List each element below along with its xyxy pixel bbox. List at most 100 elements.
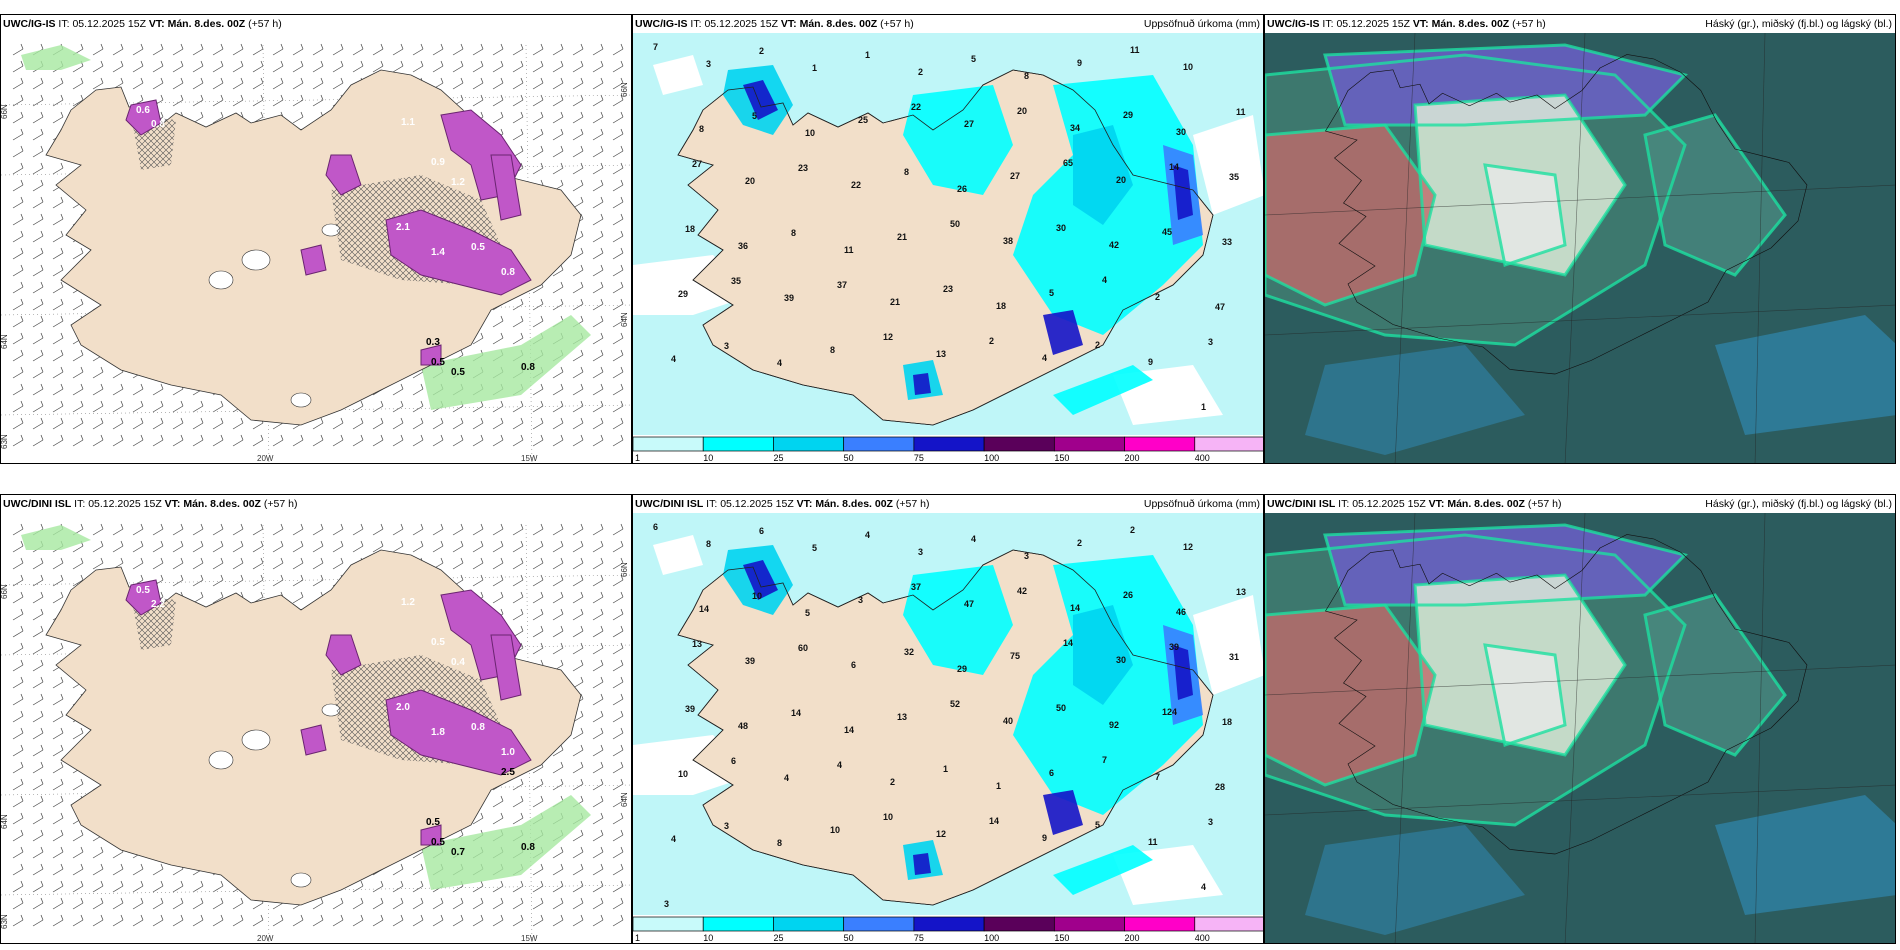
colorbar-swatch bbox=[1194, 436, 1263, 452]
precip-value: 4 bbox=[777, 358, 782, 368]
precip-value: 13 bbox=[692, 639, 702, 649]
snow-area bbox=[420, 824, 442, 846]
precip-area bbox=[1053, 365, 1153, 415]
precip-value: 4 bbox=[784, 773, 789, 783]
precip-colorbar: 1 10 25 50 75 100 150 200 400 bbox=[633, 915, 1263, 943]
precip-value: 32 bbox=[904, 647, 914, 657]
precip-value: 5 bbox=[805, 608, 810, 618]
snow-area bbox=[490, 634, 522, 701]
snow-wind-panel-1: UWC/IG-IS IT: 05.12.2025 15Z VT: Mán. 8.… bbox=[0, 14, 632, 464]
snow-value: 2.1 bbox=[396, 222, 410, 233]
precip-value: 31 bbox=[1229, 652, 1239, 662]
precip-value: 4 bbox=[671, 834, 676, 844]
precip-value: 9 bbox=[1042, 833, 1047, 843]
colorbar-tick: 150 bbox=[1054, 453, 1069, 463]
precip-value: 50 bbox=[1056, 703, 1066, 713]
lat-label: 64N bbox=[620, 312, 629, 327]
snow-value: 0.8 bbox=[521, 362, 535, 373]
snow-value: 1.4 bbox=[431, 247, 445, 258]
precip-value: 14 bbox=[699, 604, 709, 614]
cloud-map bbox=[1265, 32, 1895, 463]
precip-area bbox=[903, 565, 1013, 675]
precip-value: 4 bbox=[1102, 275, 1107, 285]
snow-area bbox=[300, 724, 327, 756]
precip-value: 35 bbox=[731, 276, 741, 286]
precip-value: 8 bbox=[706, 539, 711, 549]
snow-value: 1.2 bbox=[451, 177, 465, 188]
precip-value: 18 bbox=[996, 301, 1006, 311]
colorbar-tick: 400 bbox=[1195, 453, 1210, 463]
precip-value: 8 bbox=[1024, 71, 1029, 81]
glacier-hole bbox=[290, 872, 312, 888]
glacier-hole bbox=[241, 249, 271, 271]
precip-map: 7321125891110118510252227203429303527202… bbox=[633, 33, 1263, 437]
precip-value: 5 bbox=[812, 543, 817, 553]
snow-value: 1.8 bbox=[431, 727, 445, 738]
precip-value: 13 bbox=[936, 349, 946, 359]
precip-value: 12 bbox=[1183, 542, 1193, 552]
dry-area bbox=[653, 55, 703, 95]
precip-value: 48 bbox=[738, 721, 748, 731]
panel-header: UWC/IG-IS IT: 05.12.2025 15Z VT: Mán. 8.… bbox=[1267, 18, 1546, 30]
model-name: UWC/DINI ISL bbox=[3, 498, 72, 510]
precip-value: 39 bbox=[1169, 642, 1179, 652]
colorbar-swatch bbox=[1053, 916, 1125, 932]
precip-value: 6 bbox=[731, 756, 736, 766]
colorbar-swatch bbox=[773, 436, 845, 452]
dry-area bbox=[1193, 595, 1263, 695]
valid-time: Mán. 8.des. 00Z bbox=[167, 18, 246, 30]
snow-value: 0.4 bbox=[451, 657, 465, 668]
glacier-hole bbox=[208, 750, 234, 770]
colorbar-tick: 100 bbox=[984, 933, 999, 943]
colorbar-swatch bbox=[843, 436, 915, 452]
precip-value: 23 bbox=[798, 163, 808, 173]
snow-value: 2.2 bbox=[151, 599, 165, 610]
snow-value: 0.8 bbox=[151, 119, 165, 130]
precip-value: 75 bbox=[1010, 651, 1020, 661]
precip-value: 2 bbox=[989, 336, 994, 346]
light-snow-area bbox=[21, 525, 91, 550]
cloud-layer bbox=[1485, 165, 1565, 265]
precip-value: 14 bbox=[1063, 638, 1073, 648]
lat-label: 66N bbox=[620, 562, 629, 577]
precip-title: Uppsöfnuð úrkoma (mm) bbox=[1143, 498, 1260, 510]
precip-value: 13 bbox=[1236, 587, 1246, 597]
precip-value: 3 bbox=[1024, 551, 1029, 561]
precip-value: 3 bbox=[858, 595, 863, 605]
precip-value: 2 bbox=[1077, 538, 1082, 548]
glacier-hole bbox=[241, 729, 271, 751]
lon-label: 20W bbox=[257, 934, 274, 943]
snow-value: 0.5 bbox=[426, 817, 440, 828]
lon-label: 15W bbox=[521, 934, 538, 943]
model-name: UWC/IG-IS bbox=[3, 18, 56, 30]
precip-value: 46 bbox=[1176, 607, 1186, 617]
precip-value: 9 bbox=[1148, 357, 1153, 367]
cloud-layer bbox=[1305, 345, 1525, 455]
cloud-layer bbox=[1265, 125, 1435, 305]
cloud-layer bbox=[1265, 605, 1435, 785]
precip-value: 4 bbox=[837, 760, 842, 770]
colorbar-tick: 100 bbox=[984, 453, 999, 463]
precip-map: 6865434322121314105337474214264631133960… bbox=[633, 513, 1263, 917]
precip-value: 47 bbox=[964, 599, 974, 609]
cloud-panel-1: UWC/IG-IS IT: 05.12.2025 15Z VT: Mán. 8.… bbox=[1264, 14, 1896, 464]
precip-area bbox=[913, 853, 931, 875]
colorbar-tick: 200 bbox=[1125, 453, 1140, 463]
precip-value: 47 bbox=[1215, 302, 1225, 312]
precip-value: 27 bbox=[964, 119, 974, 129]
precip-value: 25 bbox=[858, 115, 868, 125]
precip-value: 3 bbox=[918, 547, 923, 557]
glacier-hole bbox=[290, 392, 312, 408]
precip-value: 14 bbox=[1070, 603, 1080, 613]
precip-value: 28 bbox=[1215, 782, 1225, 792]
colorbar-swatch bbox=[702, 916, 774, 932]
cloud-layer bbox=[1715, 795, 1895, 915]
precip-value: 2 bbox=[1095, 340, 1100, 350]
precip-value: 3 bbox=[1208, 817, 1213, 827]
precip-value: 12 bbox=[883, 332, 893, 342]
colorbar-swatch bbox=[1124, 436, 1196, 452]
precip-value: 20 bbox=[745, 176, 755, 186]
precip-value: 1 bbox=[943, 764, 948, 774]
snow-value: 0.5 bbox=[471, 242, 485, 253]
precip-value: 14 bbox=[989, 816, 999, 826]
